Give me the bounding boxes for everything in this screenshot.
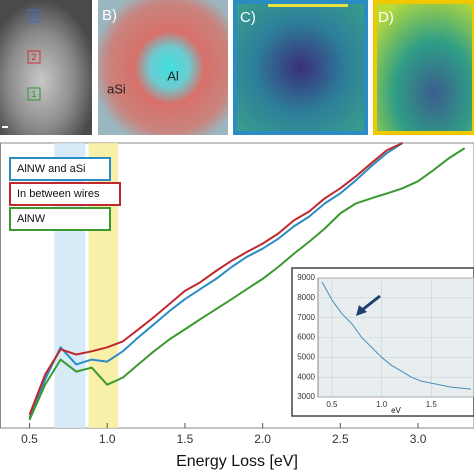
legend-box [9, 157, 111, 181]
y-tick-label: 3000 [297, 392, 315, 401]
series-line [28, 142, 403, 416]
roi-box [27, 9, 41, 23]
legend-label: AlNW [17, 213, 46, 225]
legend-label: In between wires [17, 188, 100, 200]
roi-label: 3 [31, 11, 36, 21]
y-tick-label: 9000 [297, 273, 315, 282]
roi-box [27, 87, 41, 101]
x-axis-label: eV [391, 406, 401, 415]
panel-d: D) [373, 0, 474, 135]
x-tick-label: 1.0 [99, 432, 116, 446]
region-label: Al [167, 68, 179, 83]
region-label: aSi [107, 81, 126, 96]
image [233, 0, 368, 135]
y-tick-label: 7000 [297, 313, 315, 322]
x-axis-label: Energy Loss [eV] [176, 453, 298, 470]
panel-a: 3 2 1 [0, 0, 92, 135]
panel-label: D) [378, 9, 394, 26]
x-tick-label: 2.5 [332, 432, 349, 446]
scale-bar [2, 126, 8, 128]
x-tick-label: 3.0 [410, 432, 427, 446]
legend-box [9, 182, 121, 206]
y-tick-label: 5000 [297, 352, 315, 361]
highlight [268, 4, 348, 7]
x-tick-label: 0.5 [326, 400, 338, 409]
roi-label: 2 [31, 52, 36, 62]
panel-b: B) aSi Al [98, 0, 228, 135]
y-tick-label: 8000 [297, 293, 315, 302]
x-tick-label: 0.5 [21, 432, 38, 446]
legend-label: AlNW and aSi [17, 163, 85, 175]
series-line [28, 142, 404, 419]
roi-label: 1 [31, 89, 36, 99]
roi-box [27, 50, 41, 64]
x-tick-label: 1.5 [177, 432, 194, 446]
x-tick-label: 2.0 [254, 432, 271, 446]
series-line [321, 281, 472, 390]
arrow-head [356, 305, 367, 316]
x-tick-label: 1.0 [376, 400, 388, 409]
x-tick-label: 1.5 [426, 400, 438, 409]
y-tick-label: 4000 [297, 372, 315, 381]
panel-label: B) [102, 7, 117, 24]
panel-c: C) [233, 0, 368, 135]
legend-box [9, 207, 111, 231]
panel-label: C) [240, 9, 256, 26]
series-line [28, 147, 466, 421]
image [373, 0, 474, 135]
image [0, 0, 92, 135]
arrow [361, 294, 381, 312]
image [98, 0, 228, 135]
y-tick-label: 6000 [297, 333, 315, 342]
inset-chart: 3000 4000 5000 6000 7000 8000 9000 0.5 1.0 1.5 eV [291, 267, 474, 417]
